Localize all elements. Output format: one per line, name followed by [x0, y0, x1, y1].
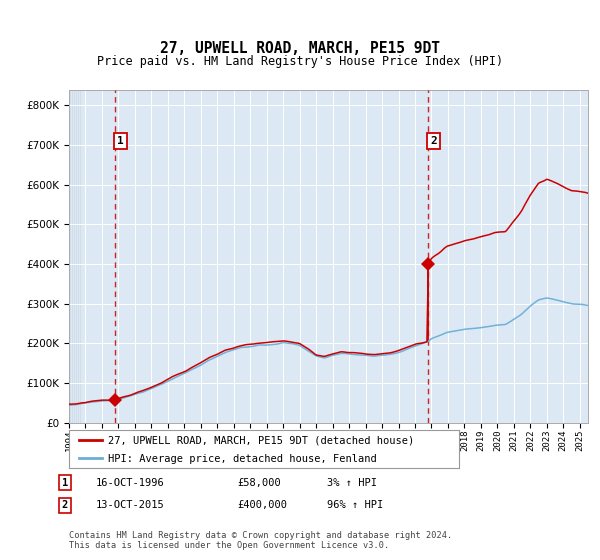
- Text: 27, UPWELL ROAD, MARCH, PE15 9DT: 27, UPWELL ROAD, MARCH, PE15 9DT: [160, 41, 440, 56]
- Text: 16-OCT-1996: 16-OCT-1996: [96, 478, 165, 488]
- Text: 1: 1: [118, 136, 124, 146]
- Text: 96% ↑ HPI: 96% ↑ HPI: [327, 500, 383, 510]
- Text: £400,000: £400,000: [237, 500, 287, 510]
- Text: 27, UPWELL ROAD, MARCH, PE15 9DT (detached house): 27, UPWELL ROAD, MARCH, PE15 9DT (detach…: [108, 436, 414, 446]
- Text: HPI: Average price, detached house, Fenland: HPI: Average price, detached house, Fenl…: [108, 454, 377, 464]
- Text: 1: 1: [62, 478, 68, 488]
- Text: 3% ↑ HPI: 3% ↑ HPI: [327, 478, 377, 488]
- Text: 13-OCT-2015: 13-OCT-2015: [96, 500, 165, 510]
- Text: Price paid vs. HM Land Registry's House Price Index (HPI): Price paid vs. HM Land Registry's House …: [97, 55, 503, 68]
- Text: 2: 2: [62, 500, 68, 510]
- Text: 2: 2: [430, 136, 437, 146]
- Text: Contains HM Land Registry data © Crown copyright and database right 2024.
This d: Contains HM Land Registry data © Crown c…: [69, 530, 452, 550]
- Text: £58,000: £58,000: [237, 478, 281, 488]
